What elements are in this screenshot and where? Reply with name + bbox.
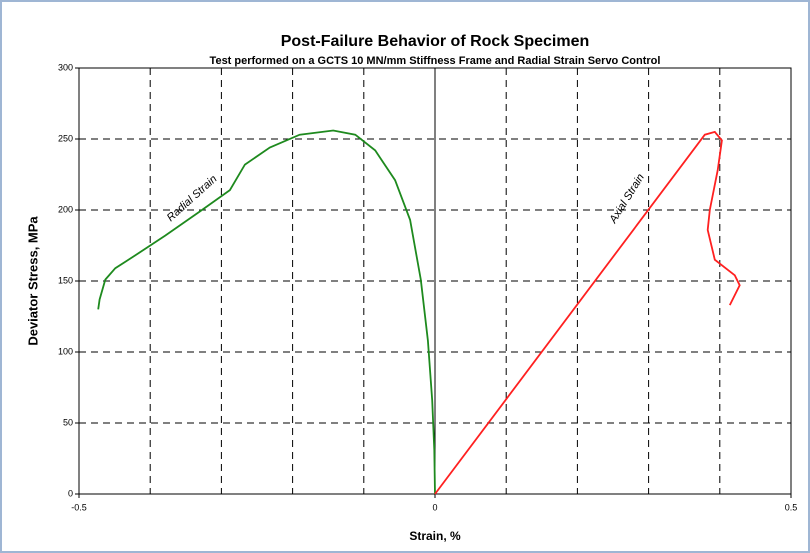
y-axis-label: Deviator Stress, MPa xyxy=(25,216,40,346)
y-tick-label: 250 xyxy=(58,133,73,143)
x-tick-label: 0 xyxy=(432,502,437,512)
chart-subtitle: Test performed on a GCTS 10 MN/mm Stiffn… xyxy=(210,55,661,67)
y-tick-label: 150 xyxy=(58,275,73,285)
x-tick-label: -0.5 xyxy=(71,502,87,512)
series-line xyxy=(97,129,436,495)
y-tick-label: 50 xyxy=(63,417,73,427)
x-tick-label: 0.5 xyxy=(785,502,798,512)
y-tick-label: 200 xyxy=(58,204,73,214)
y-tick-label: 100 xyxy=(58,346,73,356)
chart-title: Post-Failure Behavior of Rock Specimen xyxy=(281,33,590,50)
y-tick-label: 0 xyxy=(68,488,73,498)
series-line xyxy=(434,130,741,495)
y-tick-label: 300 xyxy=(58,62,73,72)
x-axis-label: Strain, % xyxy=(409,529,461,543)
